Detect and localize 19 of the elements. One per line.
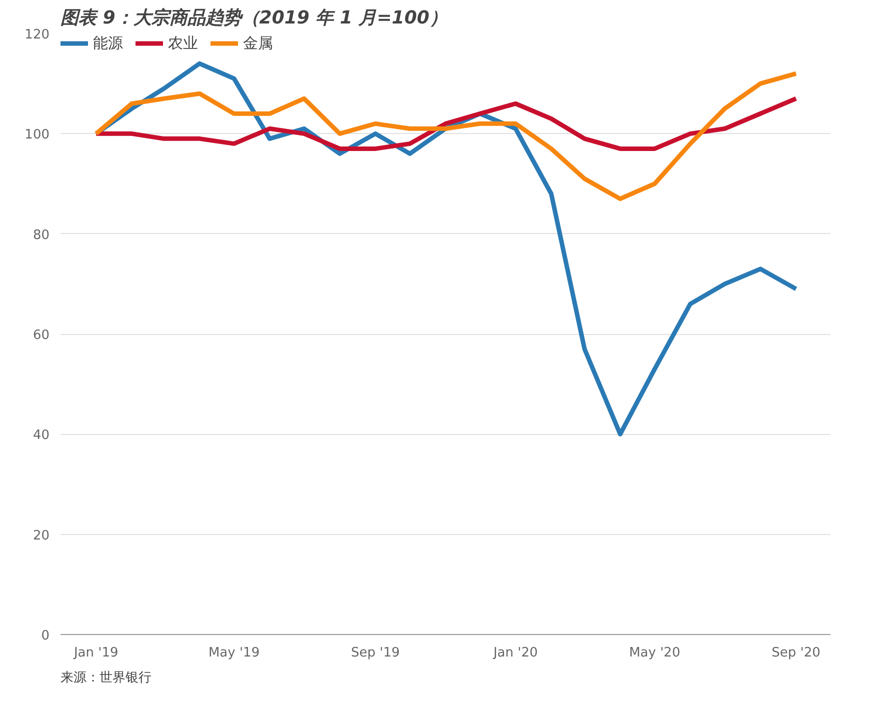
y-tick-label: 0 (41, 628, 50, 644)
y-tick-label: 40 (32, 428, 50, 444)
y-tick-label: 20 (32, 528, 50, 544)
chart-title: 图表 9：大宗商品趋势（2019 年 1 月=100） (60, 8, 448, 28)
legend-label: 农业 (168, 34, 198, 52)
y-tick-label: 80 (32, 228, 50, 243)
y-tick-label: 120 (24, 28, 50, 42)
x-tick-label: May '20 (629, 646, 680, 660)
x-tick-label: May '19 (208, 646, 260, 660)
x-tick-label: Jan '19 (72, 646, 118, 660)
y-tick-label: 60 (32, 328, 50, 343)
x-tick-label: Jan '20 (492, 646, 538, 660)
source-note: 来源：世界银行 (60, 670, 152, 686)
y-tick-label: 100 (24, 128, 50, 143)
legend-label: 金属 (243, 34, 273, 52)
line-series (94, 71, 798, 202)
x-tick-label: Sep '20 (772, 646, 820, 660)
x-tick-label: Sep '19 (351, 646, 400, 660)
legend-label: 能源 (93, 34, 123, 52)
